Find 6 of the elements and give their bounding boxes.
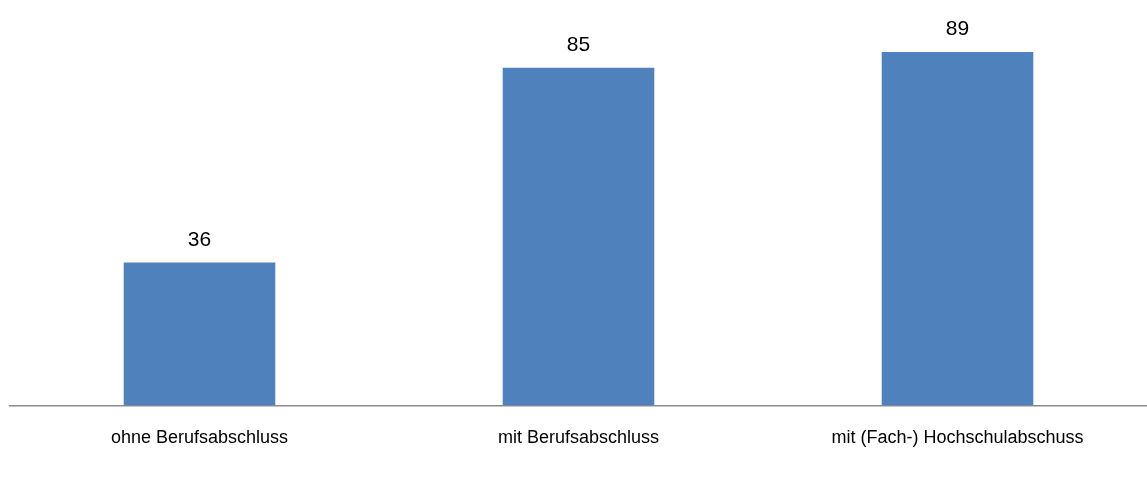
data-label: 36 xyxy=(187,226,212,250)
data-label: 89 xyxy=(945,16,970,40)
data-label: 85 xyxy=(566,32,591,56)
x-tick-label: mit Berufsabschluss xyxy=(497,427,660,448)
x-tick-label: ohne Berufsabschluss xyxy=(110,427,289,448)
x-tick-label: mit (Fach-) Hochschulabschuss xyxy=(831,427,1084,448)
